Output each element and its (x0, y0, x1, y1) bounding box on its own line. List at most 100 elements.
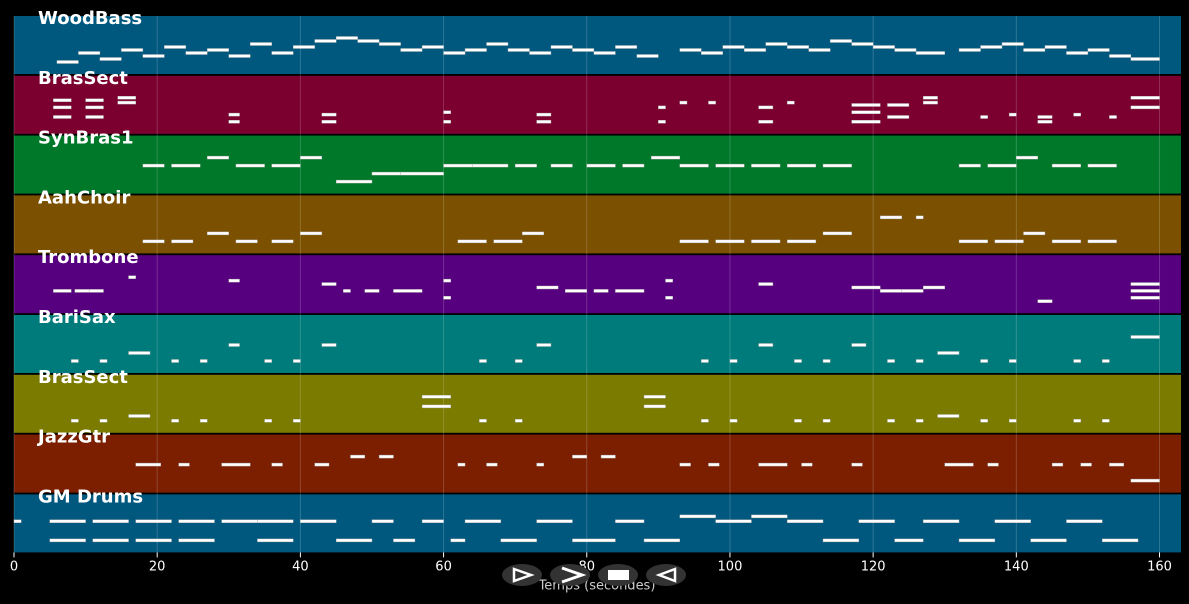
note (1102, 538, 1139, 543)
note (915, 215, 924, 220)
note (887, 359, 895, 363)
note (923, 519, 960, 523)
note (92, 538, 129, 543)
note (357, 39, 380, 43)
back-button[interactable] (646, 564, 686, 586)
note (715, 239, 745, 244)
note (293, 419, 301, 423)
note (228, 54, 251, 58)
note (1130, 105, 1160, 110)
note (78, 51, 101, 55)
note (74, 289, 90, 293)
forward-button[interactable] (550, 564, 590, 586)
play-button[interactable] (502, 564, 542, 586)
note (300, 155, 323, 160)
note (536, 519, 573, 523)
note (257, 519, 294, 523)
note (135, 538, 172, 543)
note (171, 163, 201, 168)
note (321, 282, 337, 286)
note (708, 100, 716, 105)
note (679, 100, 688, 105)
note (550, 163, 573, 168)
track-band (14, 434, 1181, 493)
note (335, 179, 373, 184)
note (708, 462, 720, 467)
note (142, 239, 165, 244)
note (128, 351, 151, 355)
stop-button[interactable] (598, 564, 638, 586)
note (586, 163, 616, 168)
x-tick-label: 60 (435, 560, 452, 575)
note (228, 278, 240, 283)
note (88, 289, 104, 293)
track-name: BrasSect (38, 68, 128, 89)
note (264, 359, 272, 363)
note (300, 519, 337, 523)
note (486, 42, 509, 46)
note (679, 514, 716, 519)
note (787, 239, 817, 244)
note (1037, 120, 1053, 124)
note (758, 282, 774, 286)
note (822, 538, 860, 543)
note (593, 289, 609, 293)
note (393, 289, 423, 293)
note (1066, 51, 1089, 55)
note (235, 239, 258, 244)
track-name: SynBras1 (38, 128, 134, 149)
note (958, 163, 981, 168)
note (851, 285, 881, 290)
note (207, 231, 229, 236)
note (1087, 163, 1117, 168)
note (142, 54, 165, 58)
note (1080, 462, 1092, 467)
note (99, 359, 108, 363)
note (536, 285, 559, 290)
note (457, 239, 487, 244)
note (457, 462, 466, 467)
note (135, 462, 161, 467)
note (117, 96, 136, 100)
note (758, 343, 774, 347)
note (650, 155, 681, 160)
note (858, 519, 895, 523)
track-name: JazzGtr (36, 427, 110, 448)
note (887, 115, 910, 119)
note (1073, 359, 1081, 363)
note (665, 278, 673, 283)
note (49, 538, 86, 543)
note (271, 239, 294, 244)
note (164, 45, 187, 49)
note (1051, 239, 1081, 244)
note (1109, 115, 1117, 119)
note (1073, 419, 1081, 423)
note (744, 48, 766, 52)
note (701, 51, 723, 55)
note (235, 163, 265, 168)
note (794, 419, 802, 423)
track-band (14, 315, 1181, 373)
note (121, 48, 144, 52)
note (958, 538, 996, 543)
note (493, 239, 523, 244)
track-name: BariSax (38, 307, 116, 328)
note (851, 462, 863, 467)
note (421, 45, 444, 49)
note (271, 163, 301, 168)
note (1130, 289, 1160, 293)
note (808, 48, 831, 52)
x-tick-label: 20 (149, 560, 166, 575)
note (572, 48, 595, 52)
note (250, 42, 272, 46)
note (421, 404, 451, 409)
note (572, 454, 587, 459)
track-band (14, 494, 1181, 553)
note (443, 278, 451, 283)
track-band (14, 195, 1181, 254)
note (1130, 478, 1160, 483)
note (479, 419, 487, 423)
note (787, 100, 795, 105)
note (593, 51, 616, 55)
